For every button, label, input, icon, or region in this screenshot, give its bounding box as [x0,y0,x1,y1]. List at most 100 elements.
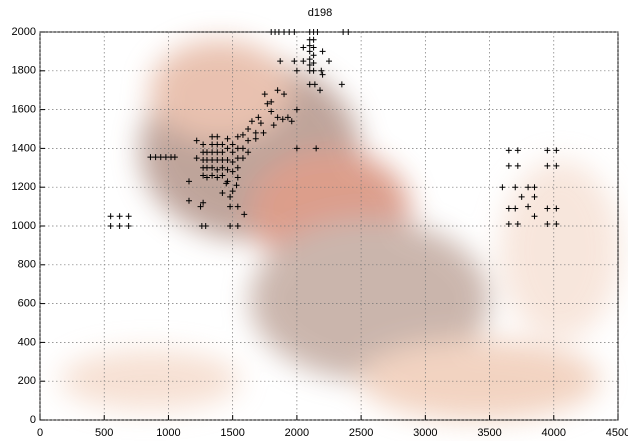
point [270,122,277,129]
point [219,190,226,197]
x-tick-label: 1500 [220,427,244,439]
point [281,91,288,98]
point [275,29,282,35]
point [209,149,216,156]
point [234,155,241,162]
point [514,162,521,169]
point [310,67,317,74]
point [277,58,284,65]
point [525,203,532,210]
point [227,193,234,200]
x-tick-label: 3500 [477,427,501,439]
point [214,174,221,181]
point [203,149,210,156]
point [291,29,298,35]
point [257,120,264,127]
point [313,145,320,152]
point [318,67,325,74]
point [314,29,321,35]
point [279,116,286,123]
y-tick-label: 400 [18,336,36,348]
x-tick-label: 4500 [606,427,628,439]
y-tick-label: 1000 [12,220,36,232]
point [338,81,345,88]
point [200,172,207,179]
point [505,205,512,212]
point [234,223,241,229]
point [241,211,248,218]
point [214,157,221,164]
point [300,44,307,51]
point [234,203,241,210]
x-tick-label: 4000 [542,427,566,439]
point [260,129,267,136]
point [234,145,241,152]
y-tick-label: 600 [18,298,36,310]
point [229,168,236,175]
point [116,213,123,220]
point [209,172,216,179]
point [214,149,221,156]
point [147,154,154,161]
point [209,133,216,140]
point [229,188,236,195]
point [200,199,207,206]
y-tick-label: 2000 [12,26,36,38]
y-tick-label: 200 [18,375,36,387]
point [310,52,317,59]
point [162,154,169,161]
x-tick-label: 2500 [349,427,373,439]
point [200,141,207,148]
point [306,42,313,49]
point [219,157,226,164]
point [319,48,326,55]
point [505,147,512,154]
point [306,56,313,63]
point [203,164,210,171]
y-tick-label: 1600 [12,104,36,116]
x-tick-label: 3000 [413,427,437,439]
point [261,91,268,98]
point [284,114,291,121]
point [255,114,262,121]
point [544,162,551,169]
point [223,180,230,187]
point [319,71,326,78]
point [203,157,210,164]
point [544,147,551,154]
point [233,182,240,189]
point [553,205,560,212]
point [125,213,132,220]
point [274,114,281,121]
point [252,129,259,136]
point [291,58,298,65]
y-tick-label: 1800 [12,65,36,77]
point [306,61,313,68]
point [245,149,252,156]
point [514,221,521,228]
point [116,223,123,229]
point [514,147,521,154]
point [286,29,293,35]
point [239,145,246,152]
point [288,118,295,125]
point [209,141,216,148]
y-tick-label: 0 [30,414,36,426]
point [234,174,241,181]
point [345,29,352,35]
y-tick-label: 800 [18,259,36,271]
point [306,48,313,55]
point [224,157,231,164]
point [209,164,216,171]
point [245,137,252,144]
point [553,221,560,228]
point [310,36,317,43]
point [274,87,281,94]
point [224,145,231,152]
point [300,58,307,65]
point [499,184,506,191]
background-photo [60,40,620,420]
point [234,164,241,171]
point [214,133,221,140]
point [193,155,200,162]
